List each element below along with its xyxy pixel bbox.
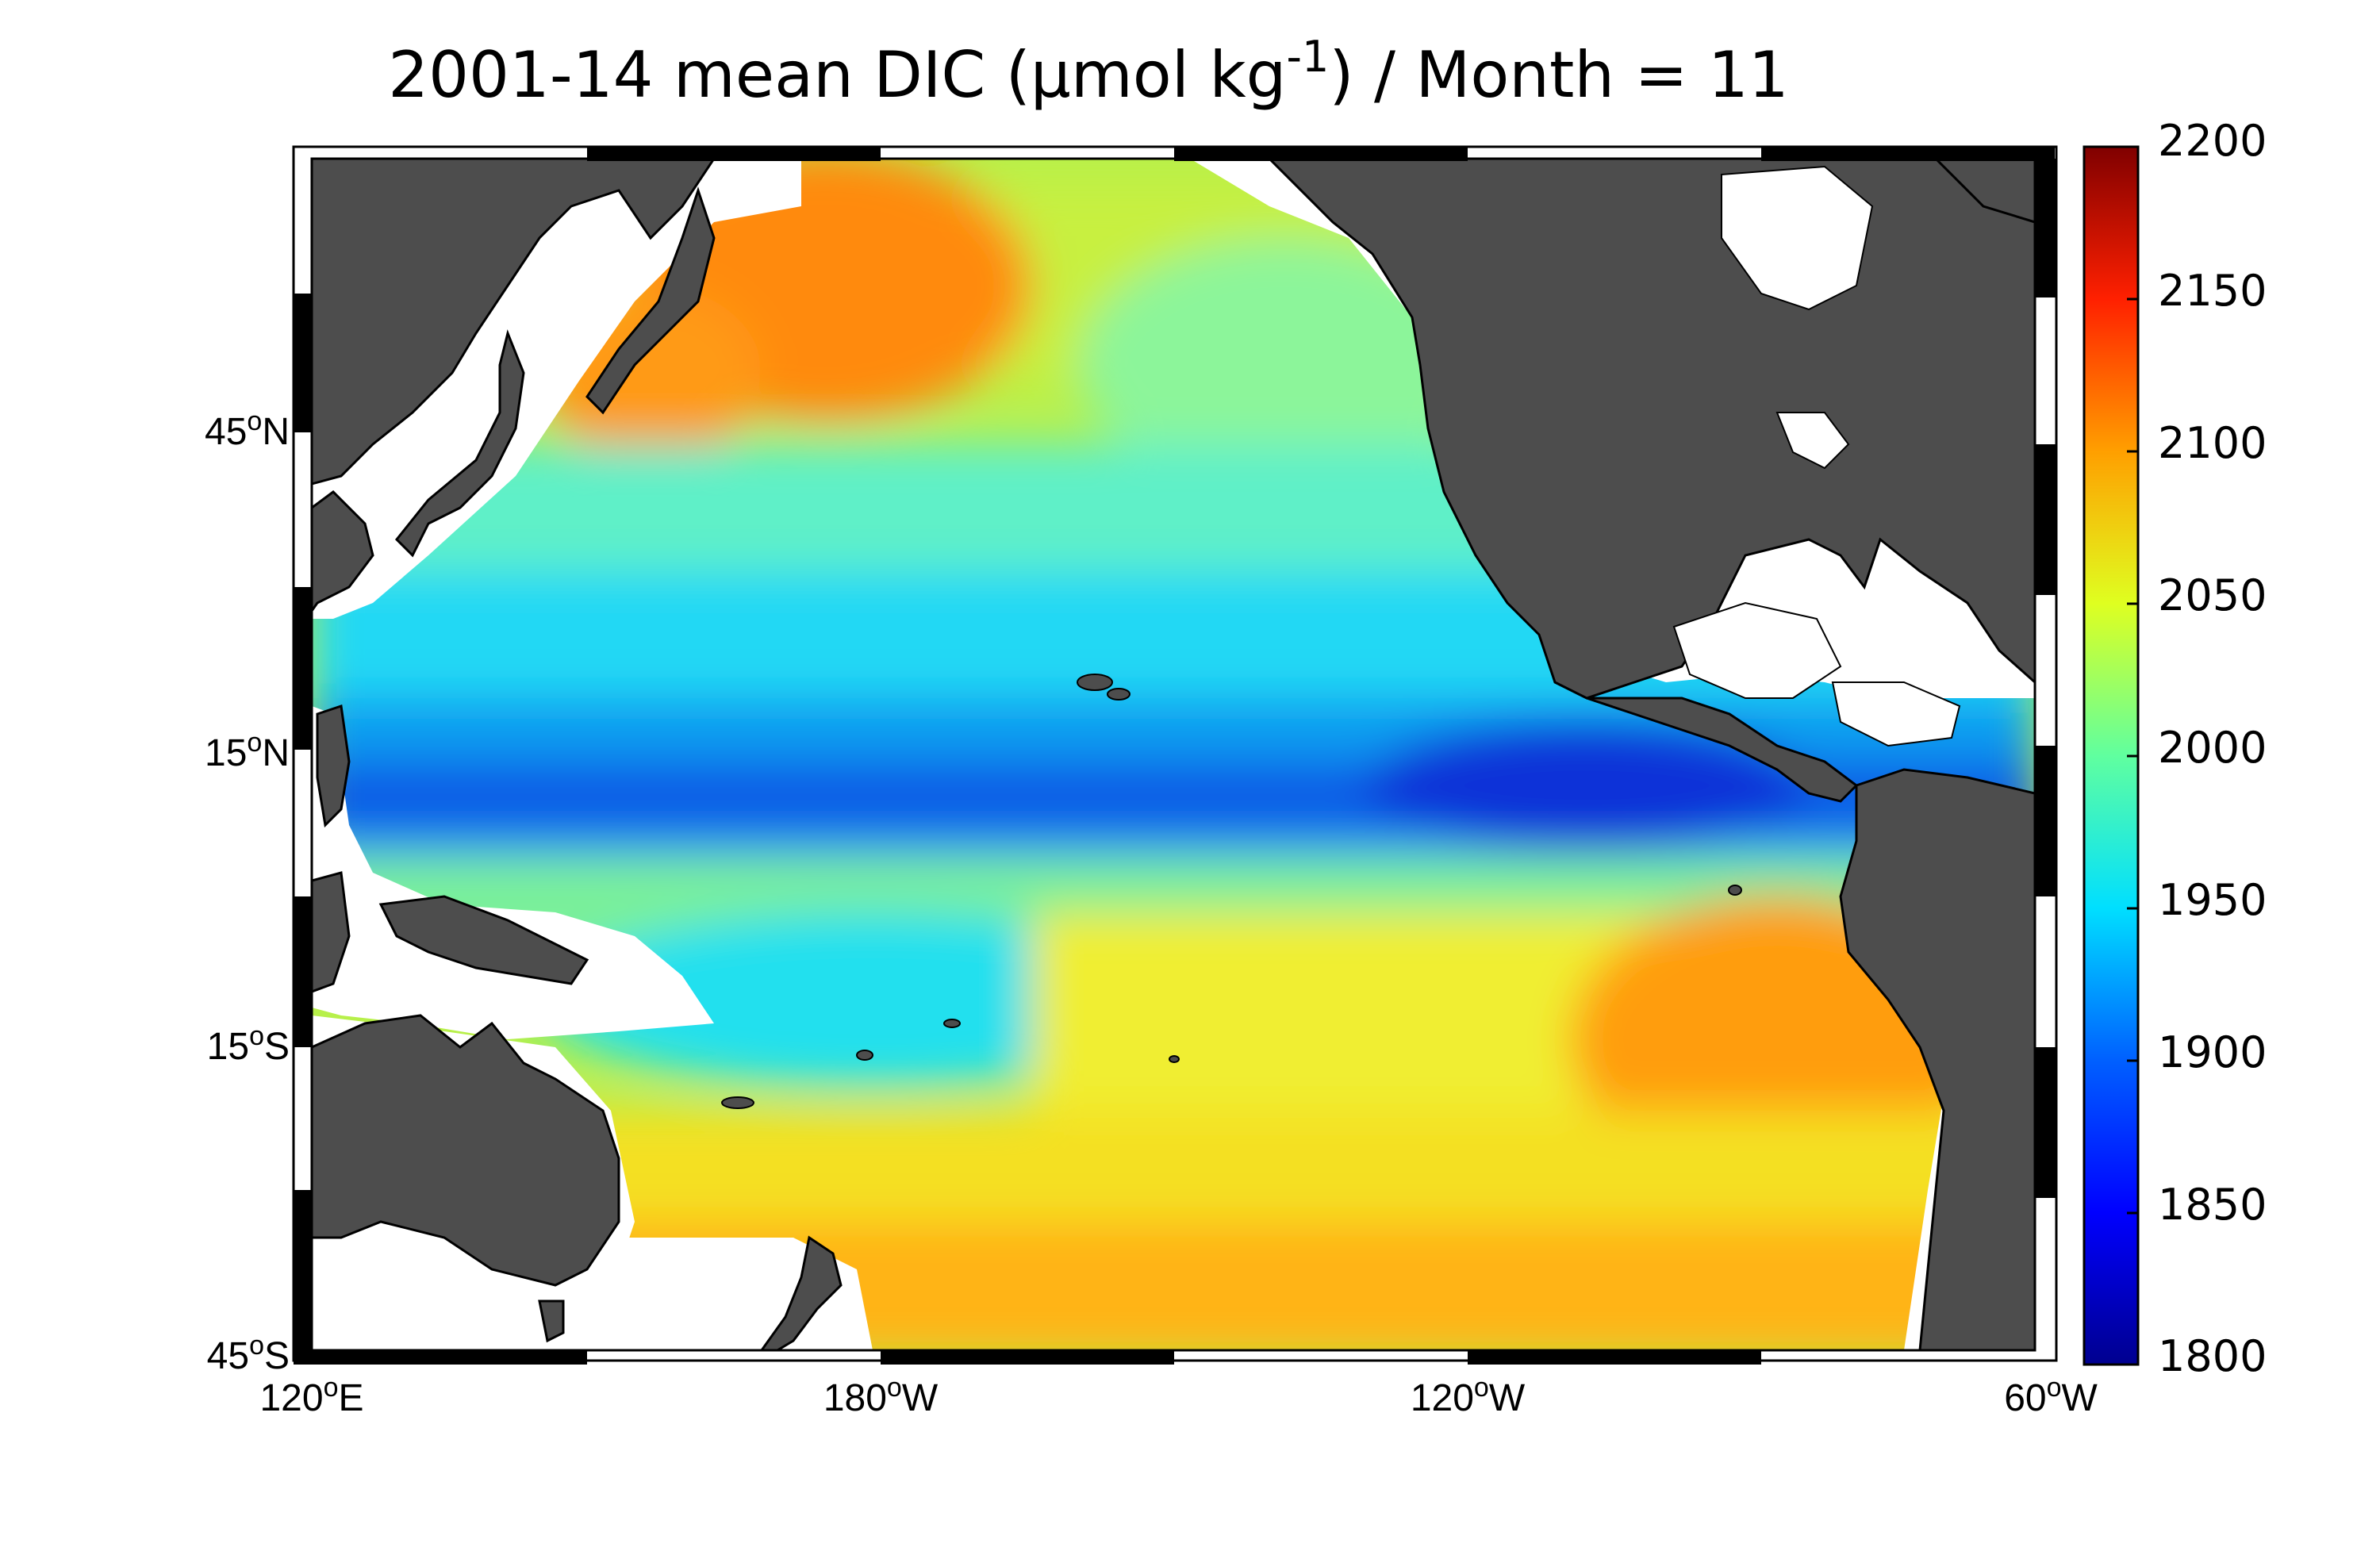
title-superscript: -1: [1286, 32, 1329, 82]
frame-seg-right-2: [2035, 444, 2056, 595]
lon-tick-120e: 120oE: [259, 1372, 363, 1419]
colorbar-labels: 2200 2150 2100 2050 2000 1950 1900 1850 …: [2158, 116, 2267, 1381]
frame-seg-top-1: [587, 147, 881, 161]
gulf-of-mexico: [1672, 601, 1842, 699]
map-frame: [292, 145, 2058, 1365]
frame-seg-bottom-1: [294, 1350, 587, 1365]
frame-seg-top-3: [1761, 147, 2055, 161]
galapagos-island: [1728, 885, 1742, 896]
frame-seg-right-3: [2035, 746, 2056, 896]
patch-panama-low: [1365, 722, 1809, 849]
colorbar-ticks: [2127, 298, 2138, 1215]
caribbean: [1831, 681, 1961, 747]
land-australia: [312, 1014, 620, 1287]
title-tail: ) / Month = 11: [1329, 38, 1788, 112]
colorbar-label: 2100: [2158, 418, 2267, 468]
hawaii-island-2: [1107, 688, 1130, 701]
title-main: 2001-14 mean DIC (µmol kg: [388, 38, 1286, 112]
land-philippines: [316, 704, 351, 828]
colorbar-gradient: [2082, 145, 2140, 1366]
frame-seg-bottom-2: [881, 1350, 1174, 1365]
land-north-america: [1267, 159, 2035, 700]
colorbar: 2200 2150 2100 2050 2000 1950 1900 1850 …: [2082, 116, 2267, 1381]
land-water-features: [1672, 165, 1961, 747]
lon-tick-60w: 60oW: [2004, 1372, 2098, 1419]
colorbar-label: 1850: [2158, 1180, 2267, 1230]
land-tasmania: [538, 1299, 565, 1343]
lon-tick-labels: 120oE 180oW 120oW 60oW: [259, 1372, 2098, 1419]
tahiti-island: [1169, 1055, 1180, 1063]
land-asia: [312, 159, 716, 486]
colorbar-label: 2200: [2158, 116, 2267, 166]
frame-seg-right-4: [2035, 1047, 2056, 1198]
frame-seg-left-2: [294, 587, 312, 750]
colorbar-label: 2000: [2158, 723, 2267, 773]
colorbar-label: 2050: [2158, 570, 2267, 620]
colorbar-label: 1800: [2158, 1331, 2267, 1381]
frame-seg-left-4: [294, 1190, 312, 1350]
frame-seg-bottom-3: [1468, 1350, 1761, 1365]
hawaii-island: [1077, 674, 1113, 691]
samoa-island: [943, 1019, 961, 1028]
land-borneo: [312, 871, 351, 993]
hudson-bay: [1721, 165, 1874, 311]
lon-tick-120w: 120oW: [1411, 1372, 1526, 1419]
frame-seg-left-1: [294, 294, 312, 432]
land-new-guinea: [378, 895, 589, 985]
colorbar-label: 1950: [2158, 875, 2267, 925]
frame-seg-right-1: [2035, 159, 2056, 298]
land-greenland-hint: [1933, 159, 2035, 224]
landmasses: [312, 159, 2035, 1350]
lon-tick-180w: 180oW: [823, 1372, 939, 1419]
nodata-west-pacific-islands: [312, 706, 714, 1039]
map-title: 2001-14 mean DIC (µmol kg-1) / Month = 1…: [388, 32, 1789, 112]
frame-seg-left-3: [294, 896, 312, 1047]
new-caledonia-island: [721, 1096, 754, 1109]
lat-tick-45n: 45oN: [205, 406, 290, 453]
land-central-america: [1586, 697, 1859, 803]
land-sakhalin-japan: [394, 329, 525, 558]
land-new-zealand: [760, 1235, 843, 1350]
lat-tick-45s: 45oS: [207, 1330, 290, 1377]
dic-field: [312, 159, 2035, 1350]
frame-seg-top-2: [1174, 147, 1468, 161]
small-islands: [721, 674, 1742, 1109]
great-lakes: [1775, 412, 1850, 470]
land-south-america: [1839, 768, 2035, 1350]
lat-tick-15n: 15oN: [205, 727, 290, 774]
fiji-island: [856, 1050, 873, 1061]
land-kamchatka: [585, 186, 716, 415]
lat-tick-labels: 45oN 15oN 15oS 45oS: [205, 406, 290, 1377]
patch-gulf-of-alaska: [1079, 238, 1491, 492]
colorbar-label: 1900: [2158, 1027, 2267, 1077]
colorbar-label: 2150: [2158, 266, 2267, 316]
lat-tick-15s: 15oS: [207, 1021, 290, 1068]
